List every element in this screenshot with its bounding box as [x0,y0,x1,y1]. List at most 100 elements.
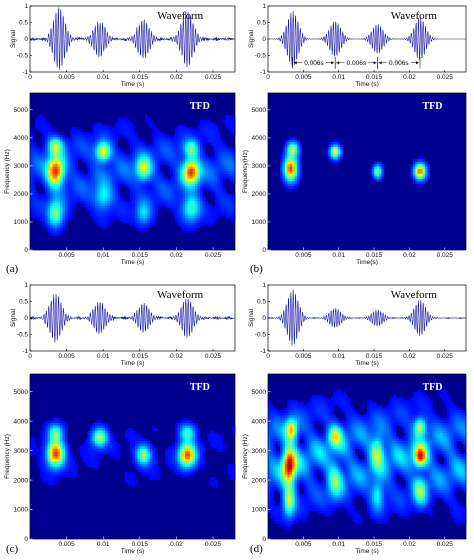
waveform-y-tick-label: 0 [24,315,28,322]
tfd-y-tick-label: 5000 [14,389,29,396]
waveform-y-axis-label: Signal [248,308,255,327]
waveform-x-tick-label: 0.005 [295,353,312,360]
tfd-x-tick-label: 0.015 [366,252,383,259]
waveform-y-tick-label: -0.5 [255,332,267,339]
waveform-series-line [267,289,467,346]
waveform-y-tick-label: 0 [262,36,266,43]
tfd-cells [30,115,236,236]
waveform-y-axis-label: Signal [248,29,255,48]
waveform-y-tick-label: 1 [24,282,28,289]
tfd-y-tick-label: 4000 [14,418,29,425]
tfd-y-tick-label: 5000 [252,107,267,114]
waveform-x-tick-label: 0.01 [332,353,345,360]
waveform-y-tick-label: 0.5 [19,299,28,306]
tfd-y-tick-label: 5000 [14,107,29,114]
tfd-y-tick-label: 1000 [14,219,29,226]
tfd-x-tick-label: 0.005 [58,252,75,259]
tfd-x-tick-label: 0.01 [332,252,345,259]
tfd-x-tick-label: 0.025 [205,252,222,259]
tfd-heatmap: 0.005 0.01 0.015 0.02 0.025 0 1000 2000 3000 4000… [242,92,467,266]
waveform-series-line [268,11,466,67]
tfd-y-tick-label: 3000 [252,163,267,170]
panel-label: (b) [250,263,263,275]
tfd-x-tick-label: 0.005 [295,541,312,548]
tfd-cells [280,137,431,192]
tfd-cells [268,389,467,530]
tfd-x-tick-label: 0.015 [366,541,383,548]
waveform-y-axis-label: Signal [10,29,17,48]
waveform-y-tick-label: 0.5 [257,20,266,27]
tfd-x-tick-label: 0.025 [437,252,454,259]
waveform-x-tick-label: 0.015 [132,353,149,360]
waveform-plot: 0 0.005 0.01 0.015 0.02 0.025 1 0.5 0 -0.5 -1 Time … [10,3,236,88]
waveform-y-tick-label: 0.5 [257,299,266,306]
waveform-y-tick-label: -0.5 [255,53,267,60]
tfd-y-tick-label: 3000 [14,448,29,455]
tfd-y-tick-label: 5000 [252,389,267,396]
tfd-x-tick-label: 0.015 [132,252,149,259]
waveform-y-tick-label: 1 [262,282,266,289]
waveform-y-tick-label: 0 [262,315,266,322]
waveform-x-tick-label: 0 [266,353,270,360]
tfd-x-tick-label: 0.02 [170,541,183,548]
tfd-y-tick-label: 0 [24,247,28,254]
waveform-y-tick-label: 0 [24,36,28,43]
tfd-y-tick-label: 4000 [14,135,29,142]
tfd-y-tick-label: 2000 [14,191,29,198]
waveform-x-tick-label: 0.02 [403,74,416,81]
tfd-y-tick-label: 3000 [14,163,29,170]
tfd-y-tick-label: 0 [262,536,266,543]
waveform-plot: 0 0.005 0.01 0.015 0.02 0.025 1 0.5 0 -0.5 -1 Time … [10,282,236,367]
tfd-y-tick-label: 2000 [14,477,29,484]
tfd-heatmap: 0.005 0.01 0.015 0.02 0.025 0 1000 2000 3000 4000… [4,373,236,555]
tfd-x-tick-label: 0.005 [58,541,75,548]
waveform-title: Waveform [157,10,204,22]
waveform-x-tick-label: 0.025 [437,353,454,360]
tfd-cells [30,417,236,488]
waveform-x-tick-label: 0.005 [58,353,75,360]
waveform-x-tick-label: 0 [266,74,270,81]
tfd-y-tick-label: 1000 [252,507,267,514]
waveform-x-tick-label: 0 [28,353,32,360]
waveform-x-axis-label: Time (s) [121,81,145,88]
interval-annotation: 0.006s [389,60,409,67]
tfd-x-tick-label: 0.005 [295,252,312,259]
waveform-x-axis-label: Time (s) [355,360,379,367]
tfd-x-tick-label: 0.02 [403,252,416,259]
tfd-y-tick-label: 0 [24,536,28,543]
tfd-heatmap: 0.005 0.01 0.015 0.02 0.025 0 1000 2000 3000 4000… [242,373,467,555]
tfd-x-tick-label: 0.02 [403,541,416,548]
waveform-plot: 0 0.005 0.01 0.015 0.02 0.025 1 0.5 0 -0.5 -1 Time … [248,3,467,88]
tfd-title: TFD [422,101,442,112]
waveform-y-tick-label: 1 [24,3,28,10]
tfd-y-tick-label: 2000 [252,191,267,198]
tfd-y-axis-label: Frequency (Hz) [4,149,11,194]
waveform-title: Waveform [391,289,438,301]
waveform-x-tick-label: 0.025 [437,74,454,81]
interval-annotation: 0.006s [347,60,367,67]
tfd-x-axis-label: Time (s) [121,259,145,266]
waveform-x-tick-label: 0.02 [170,353,183,360]
tfd-x-tick-label: 0.015 [132,541,149,548]
waveform-y-axis-label: Signal [10,308,17,327]
waveform-y-tick-label: -1 [260,69,266,76]
waveform-x-tick-label: 0.005 [295,74,312,81]
waveform-y-tick-label: -1 [260,348,266,355]
waveform-y-tick-label: -1 [22,69,28,76]
tfd-x-axis-label: Time (s) [121,548,145,555]
interval-annotation: 0.006s [304,60,324,67]
tfd-y-tick-label: 4000 [252,135,267,142]
waveform-x-tick-label: 0.025 [205,74,222,81]
panel-label: (d) [250,543,263,555]
waveform-x-axis-label: Time (s) [355,81,379,88]
waveform-series-line [29,294,236,343]
waveform-x-tick-label: 0 [28,74,32,81]
tfd-x-tick-label: 0.025 [437,541,454,548]
panel-label: (a) [6,263,19,275]
waveform-y-tick-label: -0.5 [17,53,29,60]
tfd-y-axis-label: Frequency (Hz) [242,434,249,479]
tfd-x-tick-label: 0.01 [97,541,110,548]
waveform-x-tick-label: 0.015 [366,74,383,81]
waveform-y-tick-label: 1 [262,3,266,10]
